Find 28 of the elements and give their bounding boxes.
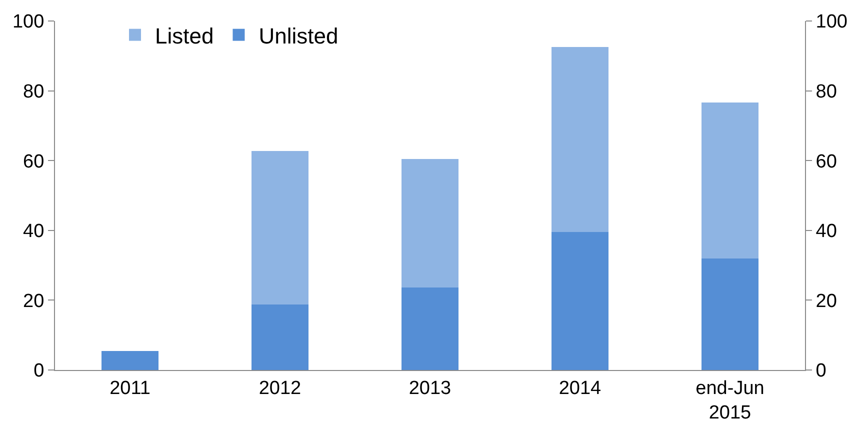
bar bbox=[402, 159, 458, 288]
x-tick-label: 2014 bbox=[558, 378, 602, 399]
y-tick-label: 60 bbox=[23, 151, 44, 172]
bar bbox=[552, 46, 608, 232]
y2-tick-label: 40 bbox=[816, 221, 837, 242]
y2-tick-label: 0 bbox=[816, 360, 826, 382]
bar bbox=[252, 151, 308, 304]
y-tick-label: 80 bbox=[23, 81, 44, 102]
bar bbox=[102, 351, 158, 370]
bar bbox=[702, 258, 758, 370]
legend-label: Unlisted bbox=[258, 23, 338, 48]
y-tick-label: 40 bbox=[23, 221, 44, 242]
x-tick-label: 2012 bbox=[258, 378, 302, 399]
y2-tick-label: 20 bbox=[816, 290, 837, 312]
y-tick-label: 100 bbox=[12, 12, 44, 33]
legend-label: Listed bbox=[155, 23, 214, 48]
x-tick-label: 2011 bbox=[110, 378, 150, 399]
y2-tick-label: 60 bbox=[816, 151, 837, 172]
bar bbox=[702, 102, 758, 259]
y2-tick-label: 100 bbox=[816, 12, 848, 33]
x-tick-label: end-Jun 2015 bbox=[696, 378, 764, 424]
y-tick-label: 20 bbox=[23, 290, 44, 312]
y2-tick-label: 80 bbox=[816, 81, 837, 102]
x-tick-label: 2013 bbox=[408, 378, 452, 399]
bar bbox=[552, 232, 608, 370]
bar bbox=[252, 304, 308, 370]
bar bbox=[402, 288, 458, 370]
y-tick-label: 0 bbox=[34, 360, 44, 382]
